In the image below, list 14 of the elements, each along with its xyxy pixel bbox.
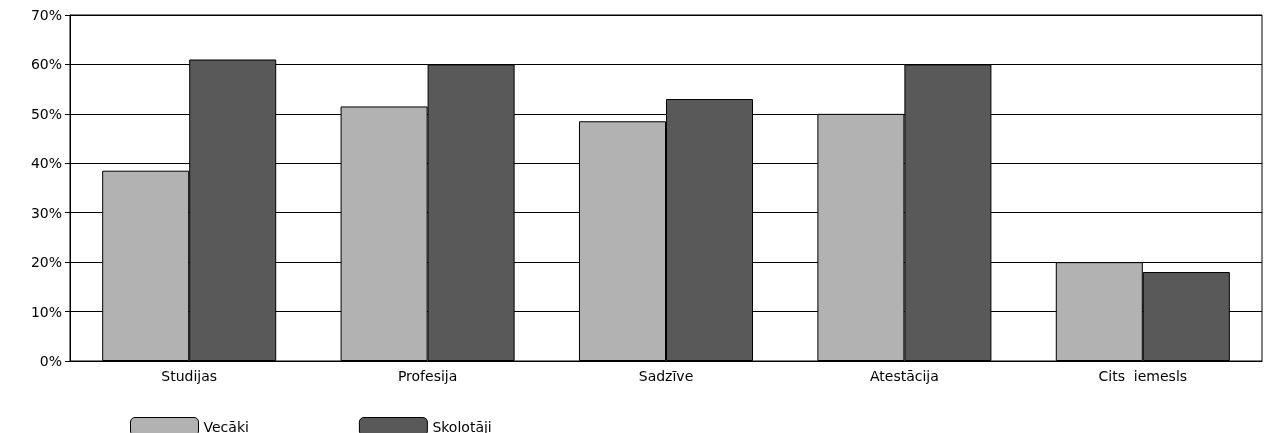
- x-tick-label: Profesija: [397, 368, 458, 384]
- x-tick-label: Atestācija: [869, 368, 939, 384]
- y-tick-label: 50%: [30, 105, 62, 122]
- y-tick-label: 20%: [30, 254, 62, 271]
- y-tick-label: 10%: [30, 303, 62, 320]
- y-tick-label: 60%: [30, 56, 62, 73]
- y-tick-label: 70%: [30, 7, 62, 23]
- y-tick-label: 0%: [39, 353, 62, 369]
- y-tick-label: 40%: [30, 155, 62, 172]
- x-tick-label: Studijas: [161, 368, 218, 384]
- x-tick-label: Sadzīve: [638, 368, 694, 384]
- x-tick-label: Cits iemesls: [1098, 368, 1188, 384]
- y-tick-label: 30%: [30, 204, 62, 221]
- legend-label: Vecāki: [203, 418, 249, 433]
